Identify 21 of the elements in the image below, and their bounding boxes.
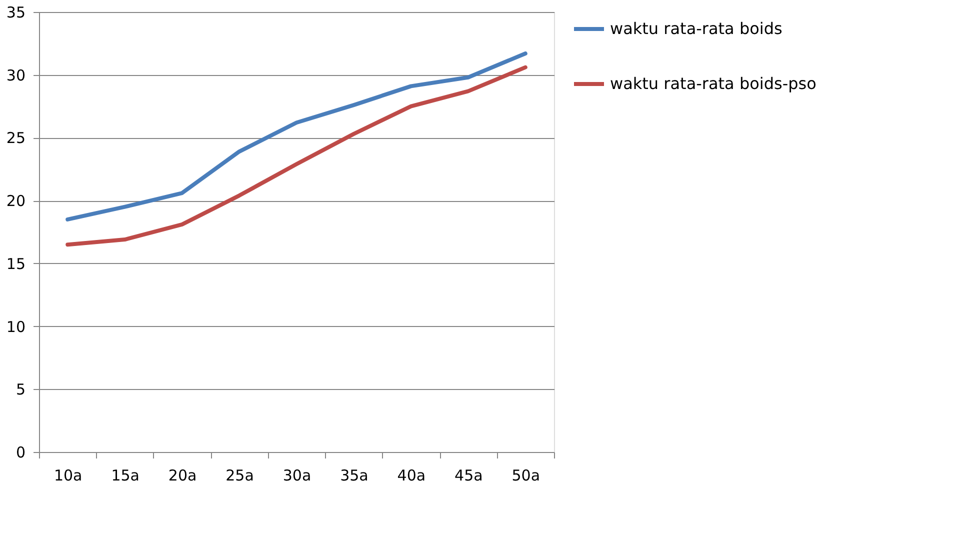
legend-label: waktu rata-rata boids-pso xyxy=(610,74,816,93)
y-tick-label: 5 xyxy=(16,380,26,399)
x-tick-label: 20a xyxy=(168,466,197,484)
x-tick-label: 10a xyxy=(54,466,82,484)
line-series xyxy=(66,65,528,247)
x-tick-label: 30a xyxy=(282,466,312,484)
x-tick-label: 15a xyxy=(111,466,140,484)
y-tick-label: 15 xyxy=(6,254,26,273)
x-tick-label: 35a xyxy=(340,466,368,484)
x-tick-label: 40a xyxy=(397,466,426,484)
x-tick-label: 50a xyxy=(512,466,540,484)
x-tick-label: 45a xyxy=(454,466,483,484)
y-tick-label: 30 xyxy=(6,66,26,84)
y-tick-label: 25 xyxy=(6,129,26,148)
y-tick-label: 0 xyxy=(16,444,26,462)
line-series xyxy=(66,51,528,222)
y-tick-label: 10 xyxy=(6,318,26,336)
y-tick-label: 20 xyxy=(6,192,26,210)
x-tick-label: 25a xyxy=(226,466,254,484)
legend-label: waktu rata-rata boids xyxy=(610,19,782,38)
y-tick-label: 35 xyxy=(6,4,26,22)
